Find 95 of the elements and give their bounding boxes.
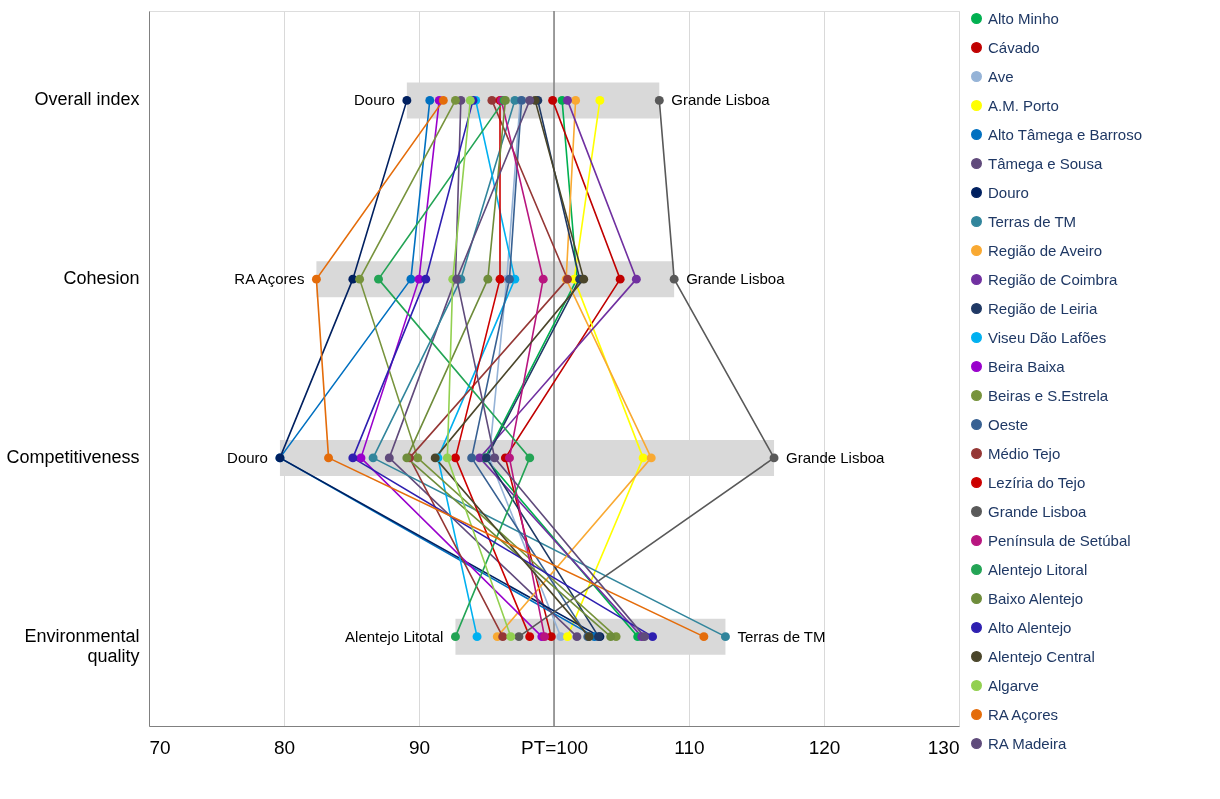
legend-label: Alto Minho: [988, 9, 1059, 27]
legend-label: A.M. Porto: [988, 96, 1059, 114]
point: [514, 632, 524, 642]
annotation: Alentejo Litotal: [345, 627, 444, 645]
legend-label: Médio Tejo: [988, 444, 1061, 462]
point: [506, 632, 516, 642]
point: [384, 453, 394, 463]
x-tick-label: 90: [408, 736, 431, 758]
legend-label: Alentejo Central: [988, 647, 1095, 665]
point: [483, 274, 493, 284]
point: [368, 453, 378, 463]
point: [646, 453, 656, 463]
point: [504, 453, 514, 463]
point: [467, 453, 477, 463]
point: [421, 274, 431, 284]
x-tick-label: 80: [273, 736, 296, 758]
x-tick-label: 110: [674, 736, 705, 758]
point: [311, 274, 321, 284]
point: [631, 274, 641, 284]
legend-label: Beira Baixa: [988, 357, 1066, 375]
legend-label: Alto Alentejo: [988, 618, 1072, 636]
x-tick-label: PT=100: [520, 736, 589, 758]
point: [472, 632, 482, 642]
point: [615, 274, 625, 284]
point: [571, 95, 581, 105]
legend-label: Região de Leiria: [988, 299, 1098, 317]
point: [720, 632, 730, 642]
point: [595, 95, 605, 105]
point: [425, 95, 435, 105]
point: [579, 274, 589, 284]
point: [487, 95, 497, 105]
point: [699, 632, 709, 642]
point: [572, 632, 582, 642]
point: [563, 95, 572, 105]
point: [563, 632, 572, 642]
y-tick-label: Overall index: [34, 89, 140, 110]
legend-label: Região de Aveiro: [988, 241, 1102, 259]
point: [490, 453, 500, 463]
annotation: Terras de TM: [737, 627, 826, 645]
legend-label: RA Açores: [988, 705, 1059, 723]
legend-label: Ave: [988, 67, 1014, 85]
legend-label: Viseu Dão Lafões: [988, 328, 1107, 346]
x-tick-label: 70: [149, 736, 171, 758]
annotation: Douro: [353, 91, 395, 109]
legend-label: Beiras e S.Estrela: [988, 386, 1109, 404]
legend-label: Tâmega e Sousa: [988, 154, 1103, 172]
point: [669, 274, 679, 284]
annotation: Douro: [227, 448, 268, 466]
point: [525, 632, 535, 642]
point: [450, 632, 460, 642]
point: [525, 453, 535, 463]
point: [654, 95, 664, 105]
point: [769, 453, 779, 463]
point: [606, 632, 616, 642]
point: [442, 453, 452, 463]
annotation: Grande Lisboa: [686, 270, 786, 288]
annotation: Grande Lisboa: [786, 448, 886, 466]
annotation: Grande Lisboa: [671, 91, 771, 109]
y-tick-label: Competitiveness: [6, 446, 140, 467]
point: [498, 632, 508, 642]
x-tick-label: 130: [927, 736, 960, 758]
legend-label: Oeste: [988, 415, 1029, 433]
point: [638, 453, 648, 463]
point: [450, 95, 460, 105]
legend-label: Grande Lisboa: [988, 502, 1088, 520]
x-tick-label: 120: [808, 736, 841, 758]
legend-label: Cávado: [988, 38, 1040, 56]
legend-label: Alto Tâmega e Barroso: [988, 125, 1142, 143]
y-tick-label: Cohesion: [63, 268, 140, 289]
annotation: RA Açores: [234, 270, 305, 288]
point: [548, 95, 558, 105]
legend-label: Douro: [988, 183, 1029, 201]
point: [450, 453, 460, 463]
point: [525, 95, 535, 105]
point: [348, 453, 358, 463]
point: [438, 95, 448, 105]
y-tick-label: Environmental quality: [24, 625, 140, 666]
point: [402, 95, 412, 105]
legend-label: Terras de TM: [988, 212, 1077, 230]
point: [413, 453, 423, 463]
point: [538, 274, 548, 284]
point: [495, 274, 505, 284]
legend-label: Algarve: [988, 676, 1039, 694]
legend-label: Península de Setúbal: [988, 531, 1131, 549]
legend-label: RA Madeira: [988, 734, 1068, 752]
point: [406, 274, 416, 284]
point: [324, 453, 334, 463]
legend-label: Alentejo Litoral: [988, 560, 1088, 578]
point: [356, 453, 366, 463]
legend-label: Lezíria do Tejo: [988, 473, 1086, 491]
point: [374, 274, 383, 284]
legend-label: Região de Coimbra: [988, 270, 1118, 288]
legend-label: Baixo Alentejo: [988, 589, 1084, 607]
point: [355, 274, 365, 284]
point: [648, 632, 658, 642]
